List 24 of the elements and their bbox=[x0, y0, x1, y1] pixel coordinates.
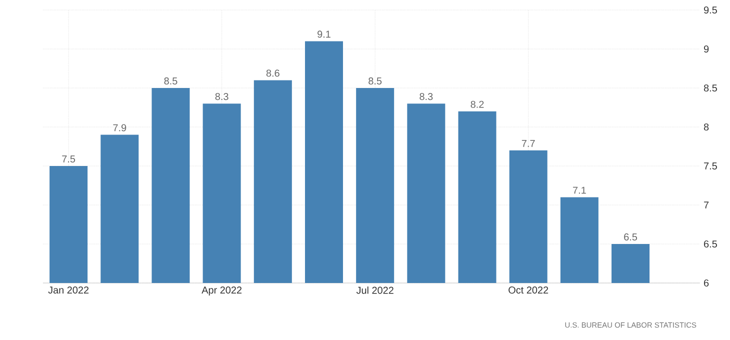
y-tick-label: 9.5 bbox=[704, 6, 717, 14]
data-label: 9.1 bbox=[318, 30, 330, 38]
x-tick-label: Jul 2022 bbox=[356, 286, 394, 294]
data-label: 7.9 bbox=[113, 124, 126, 132]
x-tick-label: Oct 2022 bbox=[508, 286, 548, 294]
x-tick-label: Jan 2022 bbox=[48, 286, 89, 294]
x-tick-label: Apr 2022 bbox=[202, 286, 242, 296]
y-tick-label: 9 bbox=[704, 45, 709, 53]
data-label: 8.5 bbox=[368, 77, 382, 84]
y-tick-label: 7 bbox=[704, 202, 709, 208]
data-label: 8.2 bbox=[470, 100, 484, 108]
y-tick-label: 8 bbox=[704, 123, 709, 131]
data-label: 7.1 bbox=[573, 186, 586, 194]
data-label: 8.3 bbox=[420, 93, 433, 100]
y-tick-label: 7.5 bbox=[704, 162, 717, 170]
data-label: 6.5 bbox=[624, 233, 638, 240]
data-label: 8.5 bbox=[164, 77, 178, 84]
data-label: 8.3 bbox=[215, 93, 228, 100]
y-tick-label: 6.5 bbox=[704, 240, 717, 248]
y-tick-label: 8.5 bbox=[704, 84, 717, 92]
data-label: 7.7 bbox=[522, 140, 535, 147]
data-label: 8.6 bbox=[266, 70, 280, 77]
y-tick-label: 6 bbox=[704, 279, 709, 287]
data-label: 7.5 bbox=[62, 156, 76, 162]
